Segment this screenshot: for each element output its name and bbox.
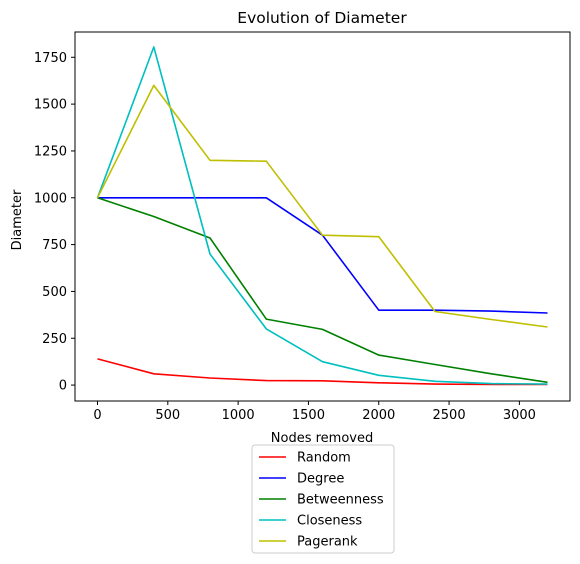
y-axis-title: Diameter (10, 189, 25, 250)
x-tick-label: 2000 (362, 408, 395, 423)
x-tick-label: 0 (93, 408, 101, 423)
legend: Random Degree Betweenness Closeness Pagerank (251, 444, 395, 554)
x-tick-label: 1500 (292, 408, 325, 423)
series-line-betweenness (97, 197, 548, 384)
y-tick-label: 1000 (34, 191, 67, 206)
series-line-pagerank (96, 84, 548, 328)
x-tick-label: 3000 (503, 408, 536, 423)
y-tick-label: 1750 (34, 51, 67, 66)
legend-label-degree: Degree (297, 472, 344, 487)
legend-frame (251, 444, 395, 554)
legend-label-random: Random (297, 451, 351, 466)
series-line-degree (97, 197, 548, 314)
x-axis-ticks: 0 500 1000 1500 2000 2500 3000 (93, 401, 536, 423)
legend-label-betweenness: Betweenness (297, 493, 384, 508)
series-lines (96, 46, 548, 386)
x-tick-label: 1000 (222, 408, 255, 423)
series-line-random (97, 358, 548, 386)
y-tick-label: 250 (42, 332, 67, 347)
series-line-closeness (96, 46, 548, 385)
x-tick-label: 2500 (433, 408, 466, 423)
y-tick-label: 500 (42, 285, 67, 300)
y-axis-ticks: 0 250 500 750 1000 1250 1500 1750 (34, 51, 75, 394)
x-tick-label: 500 (155, 408, 180, 423)
x-axis-title: Nodes removed (271, 431, 373, 446)
plot-frame (74, 31, 571, 402)
y-tick-label: 750 (42, 238, 67, 253)
y-tick-label: 1500 (34, 98, 67, 113)
y-tick-label: 0 (59, 379, 67, 394)
plot-area (74, 31, 571, 402)
legend-label-pagerank: Pagerank (297, 535, 358, 550)
y-tick-label: 1250 (34, 144, 67, 159)
legend-label-closeness: Closeness (297, 514, 362, 529)
chart-title: Evolution of Diameter (237, 9, 407, 27)
